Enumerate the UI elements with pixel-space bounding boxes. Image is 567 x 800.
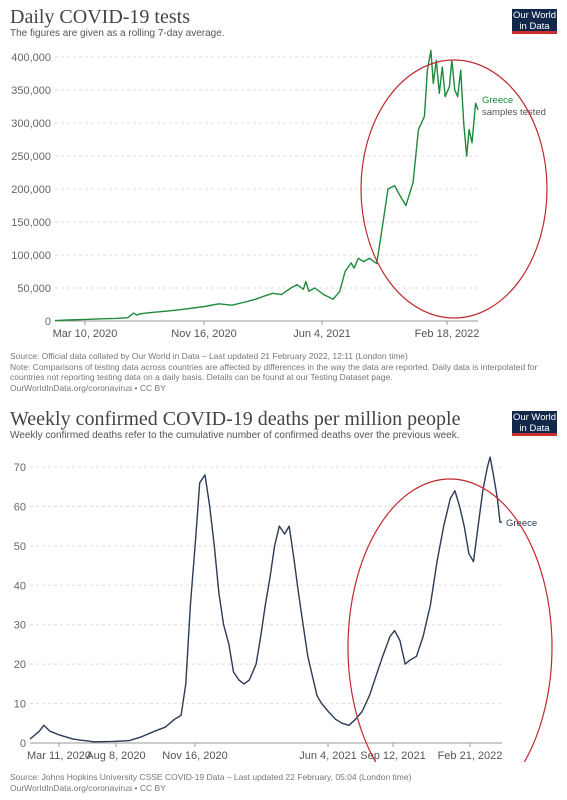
x-tick-label: Feb 18, 2022 xyxy=(415,328,480,340)
series-line-greece[interactable] xyxy=(54,49,479,322)
x-tick-label: Mar 11, 2020 xyxy=(27,750,91,762)
y-tick-label: 0 xyxy=(45,316,51,328)
logo-line-1: Our World xyxy=(512,10,557,21)
owid-logo[interactable]: Our World in Data xyxy=(512,9,557,34)
deaths-chart-panel: Weekly confirmed COVID-19 deaths per mil… xyxy=(0,402,567,800)
tests-line-chart[interactable]: 0 50,000 100,000 150,000 200,000 250,000 300,0… xyxy=(0,45,567,345)
y-tick-label: 70 xyxy=(14,462,26,474)
source-notes: Source: Official data collated by Our Wo… xyxy=(10,351,558,393)
chart-subtitle: The figures are given as a rolling 7-day… xyxy=(10,28,225,39)
chart-title: Daily COVID-19 tests xyxy=(10,6,190,28)
y-tick-label: 250,000 xyxy=(11,151,51,163)
x-tick-label: Jun 4, 2021 xyxy=(293,328,351,340)
y-tick-label: 20 xyxy=(14,659,26,671)
y-tick-label: 150,000 xyxy=(11,217,51,229)
y-tick-label: 200,000 xyxy=(11,184,51,196)
x-tick-label: Jun 4, 2021 xyxy=(299,750,357,762)
y-tick-label: 50,000 xyxy=(17,283,51,295)
x-tick-label: Nov 16, 2020 xyxy=(171,328,236,340)
chart-subtitle: Weekly confirmed deaths refer to the cum… xyxy=(10,430,460,441)
y-tick-label: 30 xyxy=(14,620,26,632)
series-sublabel: samples tested xyxy=(482,107,546,118)
source-notes: Source: Johns Hopkins University CSSE CO… xyxy=(10,772,558,793)
logo-line-2: in Data xyxy=(519,422,550,434)
y-tick-label: 400,000 xyxy=(11,52,51,64)
highlight-ellipse xyxy=(347,478,553,762)
tests-chart-panel: Daily COVID-19 tests The figures are giv… xyxy=(0,6,567,393)
license-line[interactable]: OurWorldInData.org/coronavirus • CC BY xyxy=(10,782,166,793)
y-tick-label: 40 xyxy=(14,580,26,592)
x-tick-label: Feb 21, 2022 xyxy=(438,750,503,762)
y-tick-label: 50 xyxy=(14,541,26,553)
y-tick-label: 60 xyxy=(14,501,26,513)
license-line[interactable]: OurWorldInData.org/coronavirus • CC BY xyxy=(10,382,166,393)
owid-logo[interactable]: Our World in Data xyxy=(512,411,557,436)
chart-title: Weekly confirmed COVID-19 deaths per mil… xyxy=(10,408,461,430)
y-tick-label: 100,000 xyxy=(11,250,51,262)
x-tick-label: Mar 10, 2020 xyxy=(53,328,118,340)
x-tick-label: Nov 16, 2020 xyxy=(162,750,227,762)
note-line: Note: Comparisons of testing data across… xyxy=(10,361,538,383)
y-tick-label: 350,000 xyxy=(11,85,51,97)
series-label[interactable]: Greece xyxy=(482,95,513,106)
y-tick-label: 10 xyxy=(14,699,26,711)
series-label[interactable]: Greece xyxy=(506,518,537,529)
x-tick-label: Sep 12, 2021 xyxy=(360,750,425,762)
logo-line-1: Our World xyxy=(512,412,557,423)
x-tick-label: Aug 8, 2020 xyxy=(86,750,145,762)
source-line: Source: Johns Hopkins University CSSE CO… xyxy=(10,772,412,782)
logo-line-2: in Data xyxy=(519,20,550,32)
y-tick-label: 0 xyxy=(20,738,26,750)
highlight-ellipse xyxy=(360,59,548,319)
source-line: Source: Official data collated by Our Wo… xyxy=(10,351,408,361)
series-line-greece[interactable] xyxy=(29,456,502,743)
y-tick-label: 300,000 xyxy=(11,118,51,130)
